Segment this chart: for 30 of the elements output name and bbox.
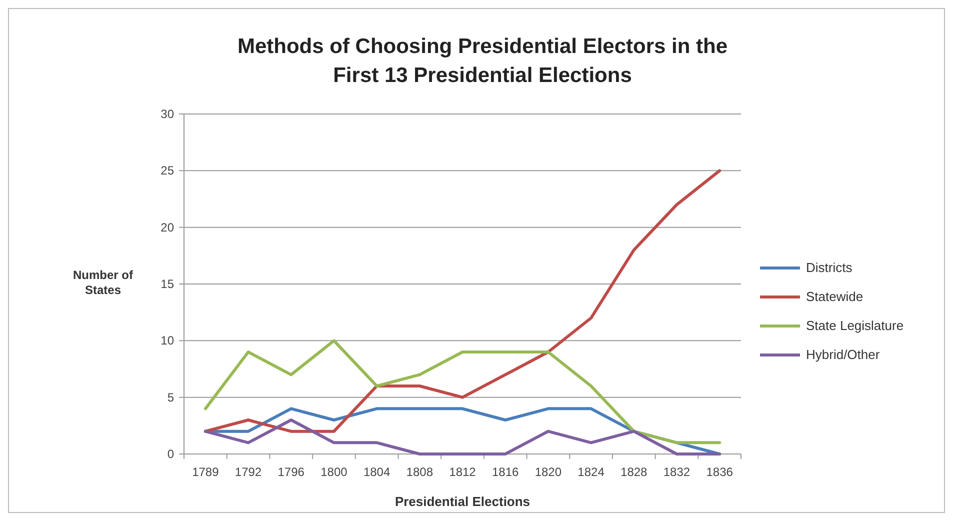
y-tick-label: 30 bbox=[160, 107, 174, 121]
chart-title: Methods of Choosing Presidential Electors in the First 13 Presidential Elections bbox=[237, 35, 728, 87]
x-tick-label: 1824 bbox=[578, 465, 605, 479]
y-tick-label: 5 bbox=[167, 390, 174, 404]
y-tick-label: 25 bbox=[160, 164, 174, 178]
x-tick-label: 1804 bbox=[363, 465, 390, 479]
x-tick-label: 1800 bbox=[320, 465, 348, 479]
y-tick-label: 15 bbox=[160, 277, 174, 291]
x-tick-label: 1836 bbox=[706, 465, 734, 479]
y-axis-title: Number of States bbox=[73, 268, 134, 297]
x-tick-label: 1789 bbox=[192, 465, 220, 479]
line-series bbox=[204, 169, 722, 433]
legend-label: Statewide bbox=[806, 289, 864, 304]
x-tick-label: 1828 bbox=[620, 465, 648, 479]
y-tick-label: 0 bbox=[167, 447, 174, 461]
legend-label: State Legislature bbox=[806, 318, 904, 333]
y-tick-label: 20 bbox=[160, 220, 174, 234]
x-tick-label: 1820 bbox=[534, 465, 562, 479]
y-tick-label: 10 bbox=[160, 334, 174, 348]
legend-label: Hybrid/Other bbox=[806, 347, 880, 362]
line-series bbox=[204, 339, 722, 444]
x-tick-label: 1796 bbox=[278, 465, 305, 479]
x-tick-label: 1812 bbox=[449, 465, 476, 479]
line-series bbox=[204, 418, 722, 456]
x-tick-label: 1808 bbox=[406, 465, 434, 479]
x-axis-title: Presidential Elections bbox=[394, 494, 530, 509]
x-tick-label: 1832 bbox=[663, 465, 690, 479]
x-tick-label: 1816 bbox=[492, 465, 520, 479]
legend-label: Districts bbox=[806, 260, 853, 275]
x-tick-label: 1792 bbox=[234, 465, 262, 479]
